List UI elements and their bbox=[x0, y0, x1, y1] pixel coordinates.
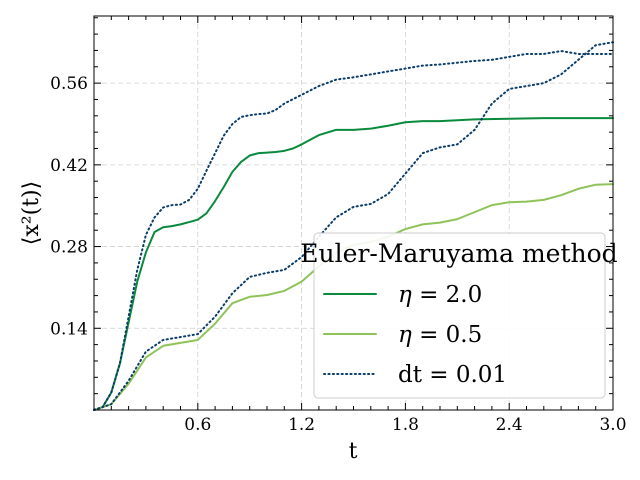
legend-label: dt = 0.01 bbox=[398, 362, 507, 388]
x-tick-label: 2.4 bbox=[496, 415, 523, 435]
tick-labels: 0.6 1.2 1.8 2.4 3.0 0.14 0.28 0.42 0.56 bbox=[50, 74, 626, 435]
y-tick-label: 0.56 bbox=[50, 74, 88, 94]
x-axis-label: t bbox=[349, 439, 358, 464]
y-tick-label: 0.42 bbox=[50, 156, 88, 176]
axis-ticks bbox=[94, 16, 614, 410]
x-tick-label: 1.2 bbox=[288, 415, 315, 435]
y-tick-label: 0.28 bbox=[50, 238, 88, 258]
legend-label: η = 2.0 bbox=[398, 282, 482, 308]
x-tick-label: 1.8 bbox=[392, 415, 419, 435]
series-line-1 bbox=[93, 117, 614, 411]
x-tick-label: 3.0 bbox=[599, 415, 626, 435]
legend: Euler-Maruyama method η = 2.0 η = 0.5 dt =… bbox=[300, 232, 618, 399]
legend-label: η = 0.5 bbox=[398, 322, 482, 348]
legend-box bbox=[313, 232, 606, 399]
x-tick-label: 0.6 bbox=[184, 415, 211, 435]
legend-title: Euler-Maruyama method bbox=[300, 239, 617, 268]
y-axis-label: ⟨x²(t)⟩ bbox=[19, 181, 44, 245]
series-line-3 bbox=[93, 50, 614, 411]
y-tick-label: 0.14 bbox=[50, 319, 88, 339]
series-line-4 bbox=[93, 41, 614, 411]
